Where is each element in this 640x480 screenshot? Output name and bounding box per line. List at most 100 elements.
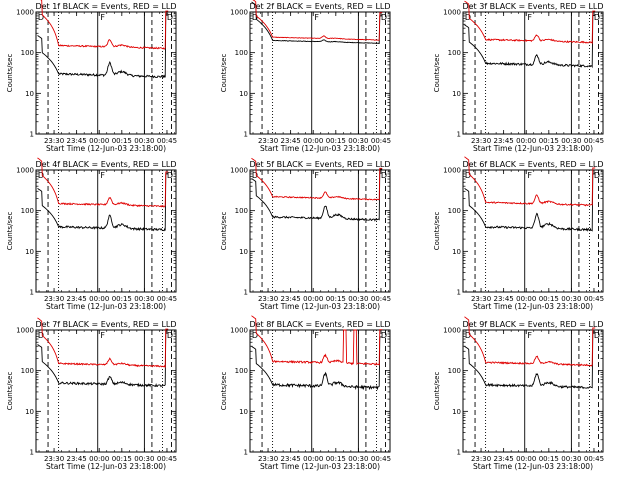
plot-panel: Det 3f BLACK = Events, RED = LLD Counts/s… — [433, 0, 604, 153]
y-axis-label: Counts/sec — [433, 212, 441, 251]
y-axis-label: Counts/sec — [6, 212, 14, 251]
events-series-line — [251, 1, 383, 45]
flag-label: D — [38, 13, 44, 22]
flag-label: F — [527, 331, 532, 340]
x-tick-label: 00:00 — [89, 137, 109, 145]
plot-title: Det 5f BLACK = Events, RED = LLD — [249, 160, 390, 169]
x-axis-label: Start Time (12-Jun-03 23:18:00) — [473, 144, 593, 153]
x-tick-label: 00:45 — [584, 455, 604, 463]
x-axis-label: Start Time (12-Jun-03 23:18:00) — [46, 462, 166, 471]
flag-label: D — [252, 331, 258, 340]
lld-series-line — [464, 0, 596, 45]
y-axis-label: Counts/sec — [433, 54, 441, 93]
plot-title: Det 8f BLACK = Events, RED = LLD — [249, 320, 390, 329]
y-tick-label: 100 — [21, 367, 34, 375]
y-tick-label: 1000 — [443, 167, 461, 175]
x-tick-label: 00:30 — [561, 455, 581, 463]
flag-label: F — [314, 331, 319, 340]
plot-frame — [462, 169, 604, 293]
x-tick-label: 00:30 — [561, 137, 581, 145]
y-tick-label: 1 — [457, 449, 461, 457]
x-tick-label: 23:30 — [471, 137, 491, 145]
plot-frame — [462, 329, 604, 453]
flag-label: D — [38, 171, 44, 180]
flag-label: D — [167, 13, 173, 22]
y-tick-label: 1000 — [230, 9, 248, 17]
y-tick-label: 10 — [239, 90, 248, 98]
x-tick-label: 23:30 — [258, 455, 278, 463]
events-series-line — [464, 331, 596, 390]
y-axis-label: Counts/sec — [220, 372, 228, 411]
x-tick-label: 23:30 — [44, 295, 64, 303]
x-tick-label: 00:30 — [561, 295, 581, 303]
x-tick-label: 00:15 — [326, 455, 346, 463]
x-tick-label: 00:30 — [134, 295, 154, 303]
x-tick-label: 00:15 — [539, 455, 559, 463]
x-tick-label: 00:15 — [539, 137, 559, 145]
x-tick-label: 23:30 — [44, 455, 64, 463]
x-tick-label: 23:45 — [67, 295, 87, 303]
x-tick-label: 00:45 — [371, 137, 391, 145]
events-series-line — [464, 173, 596, 232]
flag-label: D — [252, 13, 258, 22]
x-tick-label: 23:45 — [281, 295, 301, 303]
y-tick-label: 100 — [448, 207, 461, 215]
y-tick-label: 10 — [452, 90, 461, 98]
y-tick-label: 10 — [25, 248, 34, 256]
lld-series-line — [251, 157, 383, 201]
plot-panel: Det 6f BLACK = Events, RED = LLD Counts/s… — [433, 156, 604, 311]
plot-frame — [35, 169, 177, 293]
x-tick-label: 00:00 — [303, 295, 323, 303]
y-tick-label: 1000 — [16, 167, 34, 175]
flag-label: D — [594, 171, 600, 180]
flag-label: D — [465, 171, 471, 180]
plot-title: Det 6f BLACK = Events, RED = LLD — [462, 160, 603, 169]
x-tick-label: 00:30 — [134, 455, 154, 463]
flag-label: F — [100, 331, 105, 340]
lld-series-line — [252, 0, 383, 41]
events-series-line — [251, 168, 383, 222]
plot-title: Det 2f BLACK = Events, RED = LLD — [249, 2, 390, 11]
y-axis-label: Counts/sec — [220, 212, 228, 251]
events-series-line — [37, 173, 169, 232]
events-series-line — [464, 14, 596, 69]
y-tick-label: 1000 — [230, 167, 248, 175]
plot-panel: Det 7f BLACK = Events, RED = LLD Counts/s… — [6, 317, 177, 471]
plot-panel: Det 9f BLACK = Events, RED = LLD Counts/s… — [433, 316, 604, 471]
y-tick-label: 1 — [30, 131, 34, 139]
y-tick-label: 10 — [25, 408, 34, 416]
x-tick-label: 00:30 — [134, 137, 154, 145]
y-axis-label: Counts/sec — [6, 54, 14, 93]
flag-label: D — [594, 331, 600, 340]
x-tick-label: 00:45 — [584, 295, 604, 303]
flag-label: D — [594, 13, 600, 22]
flag-label: D — [465, 13, 471, 22]
plot-frame — [249, 169, 391, 293]
y-tick-label: 1 — [244, 449, 248, 457]
x-tick-label: 00:45 — [157, 455, 177, 463]
x-tick-label: 23:45 — [281, 455, 301, 463]
y-tick-label: 100 — [235, 49, 248, 57]
x-axis-label: Start Time (12-Jun-03 23:18:00) — [473, 462, 593, 471]
x-tick-label: 00:15 — [539, 295, 559, 303]
x-tick-label: 00:00 — [89, 455, 109, 463]
x-tick-label: 00:00 — [303, 455, 323, 463]
x-axis-label: Start Time (12-Jun-03 23:18:00) — [473, 302, 593, 311]
x-tick-label: 00:15 — [326, 295, 346, 303]
x-tick-label: 23:30 — [258, 295, 278, 303]
x-tick-label: 23:45 — [494, 295, 514, 303]
x-tick-label: 00:45 — [157, 295, 177, 303]
x-tick-label: 00:15 — [112, 455, 132, 463]
y-axis-label: Counts/sec — [433, 372, 441, 411]
flag-label: D — [381, 171, 387, 180]
x-tick-label: 00:45 — [157, 137, 177, 145]
plot-title: Det 3f BLACK = Events, RED = LLD — [462, 2, 603, 11]
y-tick-label: 10 — [239, 408, 248, 416]
y-tick-label: 1 — [457, 289, 461, 297]
lld-series-line — [40, 0, 169, 50]
x-tick-label: 23:45 — [494, 455, 514, 463]
plot-panel: Det 8f BLACK = Events, RED = LLD Counts/s… — [220, 315, 391, 471]
x-tick-label: 23:30 — [44, 137, 64, 145]
y-tick-label: 1000 — [443, 327, 461, 335]
x-tick-label: 23:30 — [471, 455, 491, 463]
